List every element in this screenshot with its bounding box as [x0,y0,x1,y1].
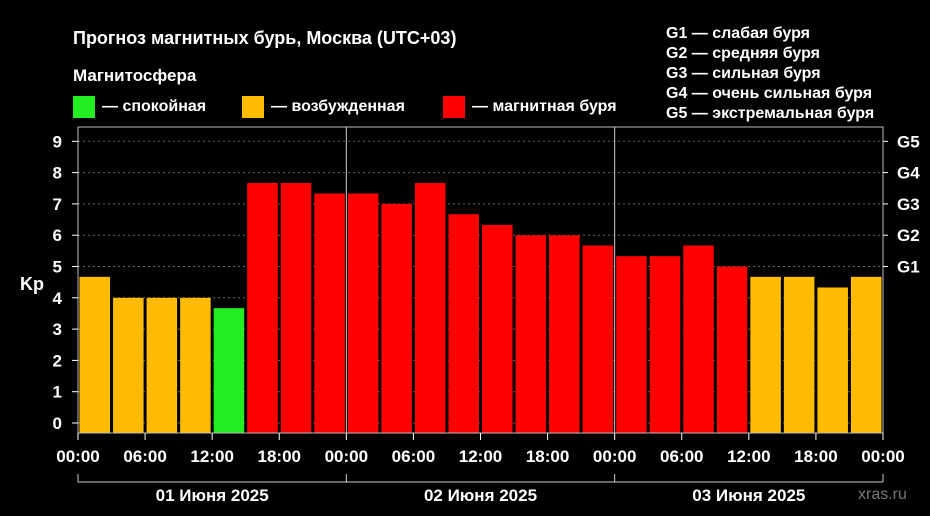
kp-bar [817,287,848,433]
legend-quiet: — спокойная [73,96,206,118]
g-legend-g5: G5 — экстремальная буря [666,105,875,122]
watermark: xras.ru [858,486,907,503]
g-scale-legend: G1 — слабая буря G2 — средняя буря G3 — … [666,24,874,124]
kp-bar [314,193,345,433]
g-legend-g4: G4 — очень сильная буря [666,85,873,102]
kp-bar [213,308,245,433]
g-legend-g2: G2 — средняя буря [666,45,820,62]
kp-bar [414,182,446,433]
kp-bar [247,182,278,433]
g-tick-label: G4 [897,164,920,183]
legend-active: — возбужденная [242,96,405,118]
y-tick-label: 0 [53,414,62,433]
kp-bar [79,276,111,433]
y-tick-label: 5 [53,258,62,277]
x-tick-label: 18:00 [794,447,837,466]
day-label: 02 Июня 2025 [424,486,537,505]
kp-bar [716,266,748,433]
y-tick-label: 3 [53,320,62,339]
x-tick-label: 06:00 [660,447,703,466]
g-legend-g1: G1 — слабая буря [666,25,811,42]
kp-bar [146,297,178,433]
y-tick-label: 6 [53,226,62,245]
kp-bar [582,245,614,433]
kp-bar [280,182,312,433]
x-tick-label: 00:00 [861,447,904,466]
y-tick-label: 7 [53,195,62,214]
y-axis-label: Kp [20,274,44,294]
kp-bar [850,276,882,433]
y-tick-label: 1 [53,383,62,402]
legend-quiet-swatch [73,96,95,118]
x-tick-label: 00:00 [56,447,99,466]
legend-active-swatch [242,96,264,118]
kp-bar [448,214,479,433]
x-tick-label: 18:00 [258,447,301,466]
kp-bar [515,235,547,433]
legend-quiet-label: — спокойная [102,98,207,115]
y-tick-label: 9 [53,132,62,151]
chart-title: Прогноз магнитных бурь, Москва (UTC+03) [73,28,457,48]
y-tick-label: 4 [53,289,63,308]
kp-bar [783,276,815,433]
kp-bar [180,297,211,433]
kp-bar [549,235,580,433]
y-tick-label: 2 [53,351,62,370]
x-tick-label: 12:00 [459,447,502,466]
kp-bar [381,203,412,433]
x-tick-label: 06:00 [123,447,166,466]
g-tick-label: G3 [897,195,920,214]
day-label: 01 Июня 2025 [156,486,269,505]
legend-storm: — магнитная буря [443,96,617,118]
kp-bar [347,193,379,433]
g-tick-label: G2 [897,226,920,245]
x-tick-label: 00:00 [593,447,636,466]
kp-bar [649,256,681,433]
x-tick-label: 00:00 [325,447,368,466]
kp-bar [683,245,714,433]
legend-storm-label: — магнитная буря [472,98,617,115]
y-tick-label: 8 [53,164,62,183]
legend-active-label: — возбужденная [271,98,405,115]
kp-bar [482,224,513,433]
x-tick-label: 12:00 [190,447,233,466]
x-tick-label: 12:00 [727,447,770,466]
g-tick-label: G5 [897,132,920,151]
kp-bar [750,276,781,433]
day-label: 03 Июня 2025 [692,486,805,505]
kp-bar [113,297,144,433]
kp-bar [616,256,647,433]
x-tick-label: 06:00 [392,447,435,466]
legend-storm-swatch [443,96,465,118]
g-legend-g3: G3 — сильная буря [666,65,821,82]
x-tick-label: 18:00 [526,447,569,466]
magnetosphere-label: Магнитосфера [73,66,197,85]
g-tick-label: G1 [897,258,920,277]
